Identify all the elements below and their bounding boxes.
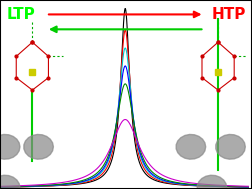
- Text: HTP: HTP: [212, 7, 246, 22]
- Polygon shape: [197, 175, 227, 189]
- Polygon shape: [176, 134, 206, 159]
- Text: LTP: LTP: [7, 7, 36, 22]
- Polygon shape: [0, 134, 20, 159]
- Polygon shape: [216, 134, 245, 159]
- Polygon shape: [0, 175, 20, 189]
- Polygon shape: [24, 134, 53, 159]
